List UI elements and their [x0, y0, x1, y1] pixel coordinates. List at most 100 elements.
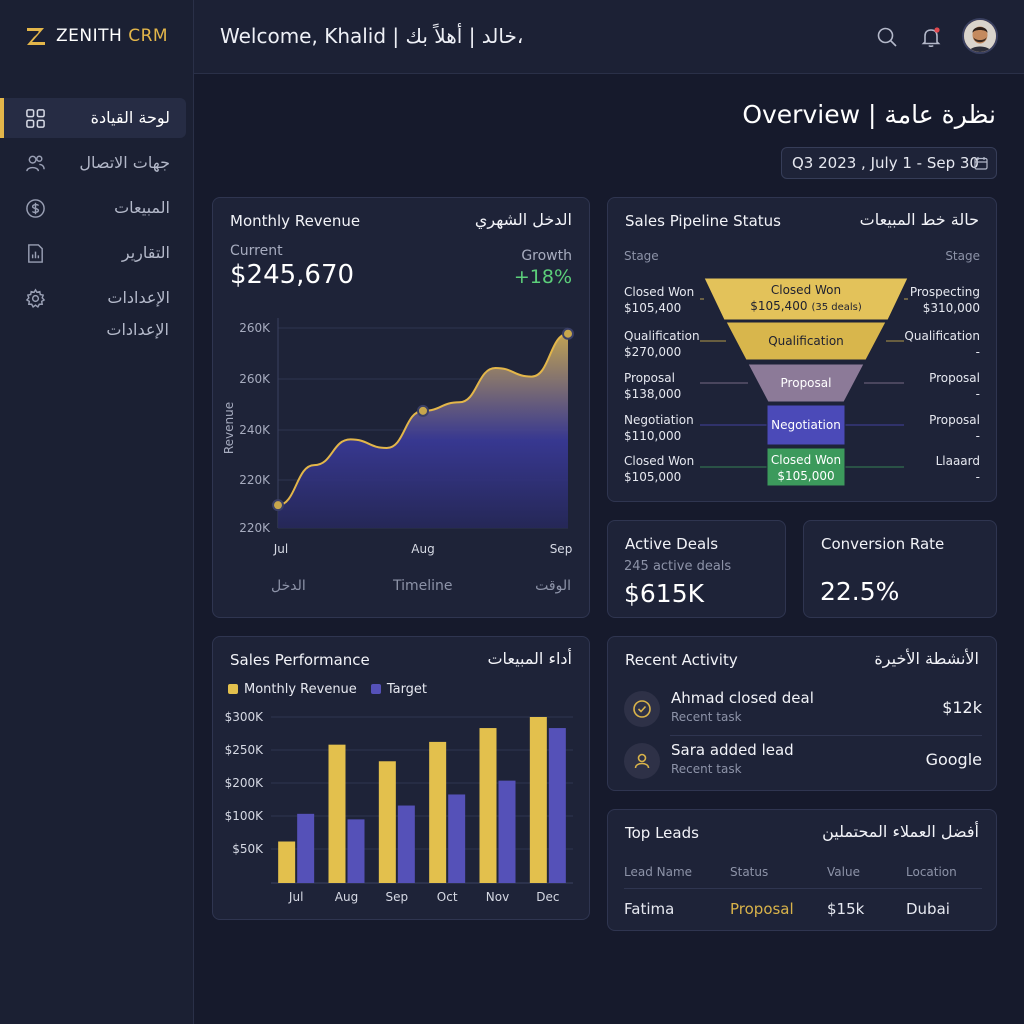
active-deals-card[interactable]: Active Deals 245 active deals $615K	[607, 520, 786, 618]
y-tick-label: $300K	[225, 710, 265, 724]
pipeline-stage-right: Llaaard -	[936, 453, 980, 485]
revenue-area	[278, 333, 568, 528]
activity-item[interactable]: Sara added lead Recent task Google	[624, 737, 982, 787]
card-title-arabic: الأنشطة الأخيرة	[874, 649, 979, 668]
target-bar[interactable]	[347, 819, 365, 883]
stage-value: -	[975, 470, 980, 484]
column-header-status[interactable]: Status	[730, 865, 769, 879]
sidebar-item-reports[interactable]: التقارير	[0, 233, 194, 273]
funnel-stage[interactable]	[766, 447, 846, 487]
revenue-point[interactable]	[562, 327, 574, 340]
sidebar-item-sales[interactable]: المبيعات	[0, 188, 194, 228]
sidebar-item-contacts[interactable]: جهات الاتصال	[0, 143, 194, 183]
activity-value: $12k	[942, 698, 982, 717]
sidebar-sub-item-settings[interactable]: الإعدادات	[106, 320, 169, 339]
revenue-point[interactable]	[417, 404, 429, 417]
grid-icon	[26, 109, 45, 128]
column-header-lead-name[interactable]: Lead Name	[624, 865, 693, 879]
date-range-picker[interactable]: Q3 2023 , July 1 - Sep 30	[781, 147, 997, 179]
revenue-area-chart: 260K 260K 240K 220K 220K Revenue Jul Aug Sep	[222, 318, 574, 556]
y-tick-label: 260K	[239, 372, 271, 386]
activity-sub: Recent task	[671, 710, 742, 724]
x-tick-label: Oct	[437, 890, 458, 904]
target-bar[interactable]	[397, 805, 415, 883]
welcome-message: Welcome, Khalid | خالد | أهلاً بك،	[220, 24, 524, 48]
pipeline-stage-left: Proposal $138,000	[624, 370, 681, 402]
stage-name: Closed Won	[624, 285, 695, 299]
stage-header-right: Stage	[945, 249, 980, 263]
pipeline-stage-left: Closed Won $105,400	[624, 284, 694, 316]
active-deals-count: 245 active deals	[624, 559, 732, 574]
stage-value: $310,000	[922, 301, 980, 315]
x-tick-label: Sep	[386, 890, 409, 904]
stage-name: Negotiation	[624, 413, 694, 427]
brand[interactable]: ZENITH CRM	[24, 24, 168, 48]
lead-name[interactable]: Fatima	[624, 900, 675, 918]
divider	[624, 888, 982, 889]
report-icon	[28, 244, 43, 263]
x-tick-label: Aug	[411, 542, 434, 556]
funnel-stage[interactable]	[725, 321, 887, 361]
revenue-point[interactable]	[272, 499, 284, 512]
gear-icon	[25, 288, 46, 308]
sales-performance-bar-chart: $300K $250K $200K $100K $50K Jul Aug Sep Oct Nov D…	[225, 710, 573, 904]
card-title: Top Leads	[625, 824, 699, 842]
legend-item-revenue[interactable]: Monthly Revenue	[228, 682, 357, 697]
search-icon[interactable]	[876, 26, 898, 48]
x-tick-label: Sep	[550, 542, 573, 556]
avatar-image	[964, 20, 996, 52]
funnel-stage-label: Proposal	[781, 376, 832, 390]
pipeline-stage-right: Proposal -	[929, 370, 980, 402]
target-bar[interactable]	[498, 780, 516, 883]
column-header-value[interactable]: Value	[827, 865, 860, 879]
card-title: Recent Activity	[625, 651, 738, 669]
revenue-bar[interactable]	[328, 744, 346, 883]
activity-name: Sara added lead	[671, 741, 794, 759]
activity-item[interactable]: Ahmad closed deal Recent task $12k	[624, 685, 982, 735]
revenue-bar[interactable]	[529, 717, 547, 883]
revenue-footer-left: الدخل	[271, 578, 306, 594]
funnel-stage[interactable]	[703, 277, 909, 321]
revenue-bar[interactable]	[429, 741, 447, 883]
pipeline-stage-right: Qualification -	[904, 328, 980, 360]
column-header-location[interactable]: Location	[906, 865, 957, 879]
lead-location: Dubai	[906, 900, 950, 918]
zenith-logo-icon	[27, 28, 45, 45]
revenue-bar[interactable]	[278, 841, 296, 884]
stage-name: Prospecting	[909, 285, 980, 299]
y-tick-label: 260K	[239, 321, 271, 335]
bell-icon[interactable]	[920, 26, 942, 48]
revenue-bar[interactable]	[479, 728, 497, 883]
user-icon	[624, 743, 660, 779]
x-tick-label: Aug	[335, 890, 358, 904]
y-tick-label: 220K	[239, 473, 271, 487]
activity-name: Ahmad closed deal	[671, 689, 814, 707]
stage-value: -	[975, 429, 980, 443]
sidebar: ZENITH CRM لوحة القيادة جهات الاتصال الم…	[0, 0, 194, 1024]
funnel-stage[interactable]	[747, 363, 865, 403]
conversion-rate-card[interactable]: Conversion Rate 22.5%	[803, 520, 997, 618]
funnel-stage-label: Closed Won	[771, 283, 841, 297]
target-bar[interactable]	[297, 813, 315, 883]
pipeline-funnel: Closed Won $105,400 (35 deals) Qualificatio…	[700, 277, 909, 487]
sidebar-nav: لوحة القيادة جهات الاتصال المبيعات التقا…	[0, 98, 194, 323]
sidebar-item-label: جهات الاتصال	[79, 153, 170, 172]
dollar-icon	[26, 199, 45, 218]
pipeline-stage-left: Negotiation $110,000	[624, 412, 694, 444]
card-title-arabic: أداء المبيعات	[487, 649, 572, 668]
user-avatar[interactable]	[962, 18, 998, 54]
recent-activity-card: Recent Activity الأنشطة الأخيرة Ahmad cl…	[607, 636, 997, 791]
target-bar[interactable]	[448, 794, 466, 883]
stage-header-left: Stage	[624, 249, 659, 263]
pipeline-stage-left: Qualification $270,000	[624, 328, 700, 360]
x-tick-label: Nov	[486, 890, 509, 904]
stage-name: Proposal	[624, 371, 675, 385]
revenue-bar[interactable]	[378, 761, 396, 883]
target-bar[interactable]	[548, 728, 566, 883]
lead-value: $15k	[827, 900, 865, 918]
sidebar-item-settings[interactable]: الإعدادات	[0, 278, 194, 318]
funnel-stage[interactable]	[766, 404, 846, 446]
legend-item-target[interactable]: Target	[370, 682, 427, 697]
sidebar-item-dashboard[interactable]: لوحة القيادة	[0, 98, 186, 138]
check-circle-icon	[624, 691, 660, 727]
